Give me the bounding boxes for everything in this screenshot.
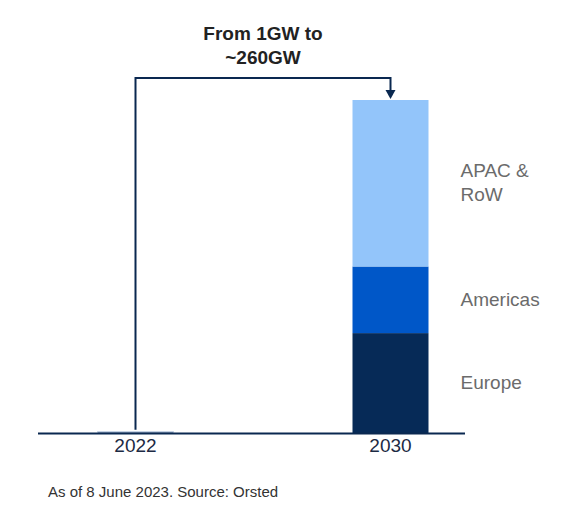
connector (136, 78, 391, 430)
tick: 2022 (114, 433, 156, 456)
source-note: As of 8 June 2023. Source: Orsted (48, 483, 278, 500)
bar-segment (353, 100, 429, 267)
tick-label: 2030 (369, 435, 411, 456)
segment-label: Americas (461, 289, 540, 310)
annotation: From 1GW to (203, 23, 322, 44)
bar-segment (353, 267, 429, 334)
bar-segment (353, 333, 429, 433)
bars (98, 100, 429, 433)
tick: 2030 (369, 433, 411, 456)
arrowhead (386, 90, 396, 99)
segment-label: Europe (461, 372, 522, 393)
axis-line (38, 433, 465, 435)
chart: Europe Americas APAC &RoW 2022 2030 From 1GW … (0, 0, 574, 512)
tick-label: 2022 (114, 435, 156, 456)
x-axis: 2022 2030 (38, 433, 465, 456)
segment-label: APAC &RoW (461, 160, 530, 205)
annotation: ~260GW (225, 47, 301, 68)
